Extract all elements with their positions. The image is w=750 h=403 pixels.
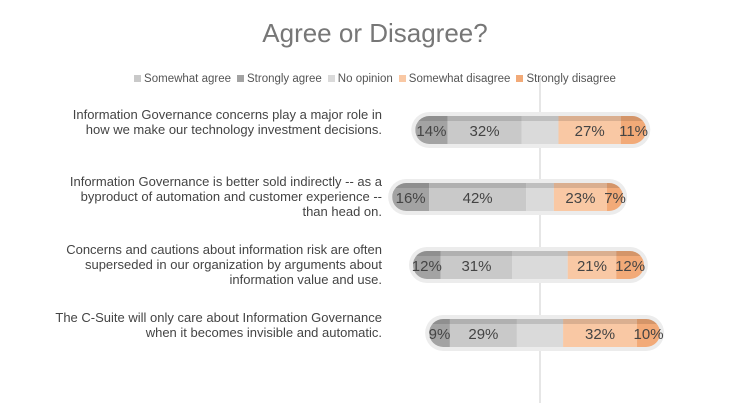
bar-segment-somewhat-agree: [449, 319, 517, 347]
bar-segment-strongly-disagree: [637, 319, 661, 347]
bar-segment-no-opinion: [526, 183, 554, 211]
category-label: Information Governance is better sold in…: [69, 174, 382, 219]
data-label: 7%: [604, 190, 626, 207]
legend: Somewhat agree Strongly agree No opinion So…: [0, 73, 750, 85]
legend-label: Strongly agree: [247, 73, 322, 85]
bar-segment-somewhat-disagree: [563, 319, 638, 347]
bar-segment-somewhat-disagree: [558, 116, 621, 144]
legend-item: Somewhat agree: [134, 73, 231, 85]
legend-label: Somewhat agree: [144, 73, 231, 85]
bar-segment-strongly-agree: [429, 319, 450, 347]
chart-title: Agree or Disagree?: [262, 18, 488, 48]
data-label: 11%: [619, 123, 648, 140]
data-label: 12%: [615, 258, 645, 275]
legend-item: Somewhat disagree: [398, 73, 511, 85]
bar-segment-no-opinion: [516, 319, 564, 347]
legend-swatch: [398, 75, 406, 82]
bar-segment-strongly-agree: [415, 116, 448, 144]
data-label: 27%: [575, 123, 605, 140]
legend-label: Somewhat disagree: [408, 73, 511, 85]
data-label: 31%: [461, 258, 491, 275]
bar-row: [412, 251, 644, 279]
data-label: 29%: [468, 326, 498, 343]
legend-swatch: [134, 75, 142, 82]
bar-segment-strongly-agree: [412, 251, 441, 279]
bar-segment-strongly-agree: [392, 183, 430, 211]
legend-swatch: [237, 75, 244, 82]
bar-segment-somewhat-disagree: [567, 251, 617, 279]
legend-swatch: [327, 75, 335, 82]
legend-item: No opinion: [327, 73, 393, 85]
data-label: 16%: [396, 190, 426, 207]
data-label: 9%: [429, 326, 451, 343]
data-label: 10%: [634, 326, 664, 343]
legend-label: Strongly disagree: [526, 73, 616, 85]
data-label: 32%: [585, 326, 615, 343]
bar-segment-somewhat-agree: [447, 116, 522, 144]
legend-swatch: [516, 75, 524, 82]
bar-segment-somewhat-disagree: [553, 183, 607, 211]
category-label: The C-Suite will only care about Informa…: [55, 310, 382, 340]
data-label: 12%: [412, 258, 442, 275]
bar-segment-strongly-disagree: [606, 183, 624, 211]
data-label: 14%: [416, 123, 446, 140]
bar-row: [392, 183, 624, 211]
data-label: 21%: [577, 258, 607, 275]
legend-item: Strongly agree: [237, 73, 322, 85]
category-label: Concerns and cautions about information …: [66, 242, 382, 287]
bar-segment-no-opinion: [521, 116, 559, 144]
bar-row: [415, 116, 647, 144]
legend-label: No opinion: [337, 73, 393, 85]
bar-segment-strongly-disagree: [616, 251, 644, 279]
bar-segment-no-opinion: [512, 251, 568, 279]
bar-row: [429, 319, 661, 347]
category-label: Information Governance concerns play a m…: [72, 107, 382, 137]
bar-segment-somewhat-agree: [440, 251, 513, 279]
bar-segment-strongly-disagree: [620, 116, 647, 144]
bar-segment-somewhat-agree: [429, 183, 527, 211]
data-label: 23%: [565, 190, 595, 207]
legend-item: Strongly disagree: [516, 73, 616, 85]
data-label: 42%: [463, 190, 493, 207]
data-label: 32%: [470, 123, 500, 140]
